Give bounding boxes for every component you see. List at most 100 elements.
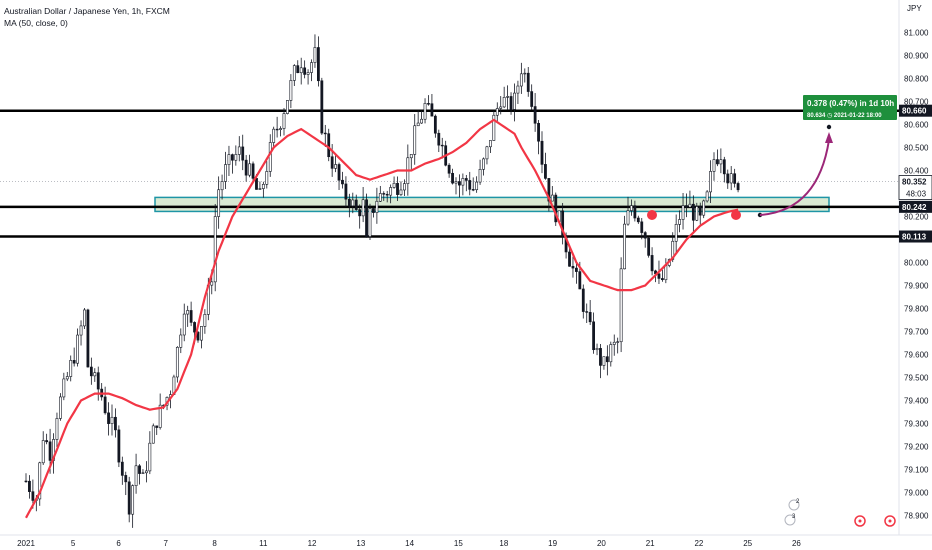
horizontal-levels[interactable] [0, 109, 899, 238]
y-tick-label-1: 81.000 [904, 29, 929, 38]
candle-88 [327, 128, 331, 162]
candle-37 [151, 423, 155, 444]
y-tick-label-21: 79.000 [904, 489, 929, 498]
candle-body [347, 198, 351, 207]
candle-191 [681, 193, 685, 230]
candle-101 [372, 207, 375, 218]
y-tick-label-22: 78.900 [904, 512, 929, 521]
candle-198 [705, 190, 709, 203]
candle-body [83, 309, 86, 327]
candle-body [134, 465, 138, 486]
support-zone[interactable] [154, 196, 830, 213]
candle-153 [550, 186, 554, 202]
candle-109 [399, 181, 403, 197]
candle-16 [79, 320, 83, 346]
candle-body [509, 96, 513, 110]
candle-body [513, 92, 516, 110]
y-tick-label-3: 80.800 [904, 75, 929, 84]
candle-body [643, 232, 647, 239]
candle-46 [182, 303, 186, 342]
event-icon-1[interactable] [784, 514, 796, 526]
moving-average-line [25, 118, 739, 519]
candle-13 [69, 355, 73, 382]
candle-body [623, 223, 626, 270]
candle-45 [179, 328, 183, 354]
candle-190 [678, 210, 682, 233]
candle-80 [299, 57, 303, 85]
candle-92 [341, 171, 344, 189]
candle-body [574, 267, 578, 272]
y-tick-label-19: 79.200 [904, 443, 929, 452]
candle-body [537, 122, 540, 142]
candle-body [72, 360, 76, 364]
candle-body [595, 348, 599, 351]
candle-body [602, 356, 606, 366]
candle-144 [519, 62, 523, 94]
candle-body [327, 133, 331, 158]
candle-203 [722, 156, 726, 183]
projection-badge-line1: 0.378 (0.47%) in 1d 10h [807, 99, 894, 108]
candle-97 [358, 204, 362, 229]
candle-body [416, 122, 420, 127]
candle-91 [337, 162, 341, 191]
candle-134 [485, 145, 489, 165]
candle-65 [248, 154, 252, 178]
candle-body [354, 199, 358, 210]
candle-174 [623, 215, 626, 270]
candle-body [289, 80, 293, 101]
candle-body [196, 331, 200, 341]
candle-168 [602, 356, 606, 370]
event-icon-0[interactable] [788, 499, 800, 511]
candle-body [702, 200, 706, 216]
candle-body [248, 163, 252, 176]
candle-57 [220, 174, 224, 200]
candle-body [488, 140, 492, 148]
candle-body [186, 310, 190, 315]
candle-125 [454, 177, 458, 195]
time-axis[interactable]: 2021 5 6 7 8 11 12 13 14 15 18 19 20 21 22 25 26 [17, 539, 801, 548]
candle-104 [382, 191, 386, 201]
marker-1 [731, 210, 741, 220]
candle-177 [633, 200, 637, 222]
candle-201 [716, 149, 719, 167]
price-axis[interactable]: JPY 81.000 80.900 80.800 80.700 80.600 80.500 8… [898, 4, 932, 521]
indicator-title[interactable]: MA (50, close, 0) [4, 18, 68, 28]
candle-body [612, 341, 616, 345]
projection-badge[interactable] [803, 95, 897, 120]
x-tick-label-14: 22 [694, 539, 703, 548]
candle-body [62, 378, 66, 398]
candle-body [705, 191, 709, 202]
candle-20 [93, 368, 97, 382]
candle-body [58, 396, 62, 419]
symbol-title[interactable]: Australian Dollar / Japanese Yen, 1h, FX… [4, 6, 170, 16]
candle-28 [120, 456, 124, 485]
candle-58 [224, 151, 227, 189]
candle-body [647, 237, 651, 256]
current-price-box [898, 175, 932, 200]
candle-0 [24, 473, 28, 483]
grid-lines [0, 0, 932, 536]
candle-body [430, 103, 434, 117]
support-zone-rect[interactable] [154, 196, 830, 213]
candle-body [547, 178, 551, 202]
candle-body [660, 278, 664, 281]
candle-body [719, 159, 723, 165]
candle-body [93, 372, 97, 377]
candle-body [279, 128, 282, 130]
candle-body [482, 158, 485, 170]
candle-body [261, 183, 265, 189]
candle-136 [492, 110, 496, 141]
candle-10 [58, 393, 62, 421]
candle-body [616, 341, 620, 343]
projection-end-dot [826, 124, 832, 130]
candle-165 [592, 312, 596, 354]
candle-body [633, 205, 637, 219]
event-icons[interactable]: 23 [784, 499, 896, 527]
candle-body [231, 154, 234, 161]
projection-arrow[interactable]: 0.378 (0.47%) in 1d 10h 80.634 ◷ 2021-01-… [757, 95, 897, 218]
y-tick-label-2: 80.900 [904, 52, 929, 61]
candle-body [313, 47, 317, 63]
y-tick-label-9: 80.200 [904, 213, 929, 222]
candle-90 [334, 154, 338, 173]
